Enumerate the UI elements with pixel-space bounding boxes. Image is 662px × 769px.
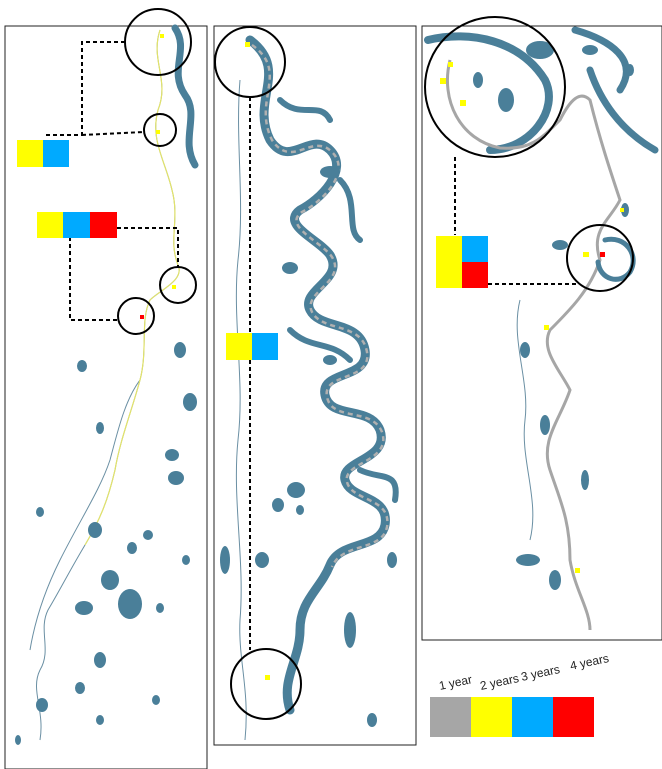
- legend-label: 1 year: [438, 672, 474, 693]
- legend-swatch: [553, 697, 594, 737]
- lakes-right: [473, 41, 634, 590]
- river-main-middle: [245, 35, 390, 715]
- leader-line: [117, 227, 179, 268]
- callout-boxes: [17, 140, 488, 360]
- highlight-circle: [566, 224, 634, 292]
- legend-label: 4 years: [569, 651, 610, 673]
- lakes-overview: [15, 342, 197, 745]
- river-arc-right: [571, 26, 659, 154]
- leader-lines: [44, 41, 578, 650]
- callout-2-3-4-a: [37, 212, 117, 238]
- channel-change-overview: [84, 29, 180, 546]
- highlight-circle: [424, 16, 566, 158]
- river-channel-overview: [36, 29, 180, 741]
- highlight-circle: [230, 648, 302, 720]
- legend-item-4-years: 4 years: [553, 651, 610, 737]
- lakes-middle: [220, 166, 397, 727]
- panel-middle: [213, 25, 417, 746]
- highlight-circle: [117, 297, 155, 335]
- river-secondary-right: [516, 299, 534, 541]
- highlight-circle: [159, 266, 197, 304]
- leader-line: [44, 41, 125, 136]
- callout-2-3-4-b: [436, 236, 488, 288]
- panel-middle-frame: [213, 25, 417, 746]
- legend-swatch: [471, 697, 512, 737]
- leader-line: [69, 237, 118, 321]
- panel-right: [421, 25, 662, 641]
- change-highlights: [140, 34, 624, 680]
- river-loop-right: [595, 236, 636, 282]
- legend-swatch: [430, 697, 471, 737]
- leader-line: [81, 131, 145, 136]
- callout-2-3-b: [226, 333, 278, 360]
- legend: 1 year 2 years 3 years 4 years: [430, 651, 610, 737]
- legend-item-1-year: 1 year: [430, 672, 473, 737]
- channel-change-middle: [251, 43, 389, 568]
- panel-right-frame: [421, 25, 662, 641]
- legend-label: 2 years: [479, 671, 520, 693]
- river-upper-overview: [171, 24, 199, 169]
- panel-left: [4, 24, 208, 769]
- highlight-circle: [143, 113, 177, 147]
- river-branch-overview: [29, 379, 141, 651]
- callout-2-3-a: [17, 140, 69, 167]
- river-oxbow-middle: [277, 97, 399, 503]
- panel-left-frame: [4, 25, 208, 769]
- channel-change-right: [445, 59, 622, 631]
- legend-swatch: [512, 697, 553, 737]
- legend-label: 3 years: [520, 662, 561, 684]
- river-secondary-middle: [235, 79, 247, 741]
- river-main-right: [424, 32, 553, 154]
